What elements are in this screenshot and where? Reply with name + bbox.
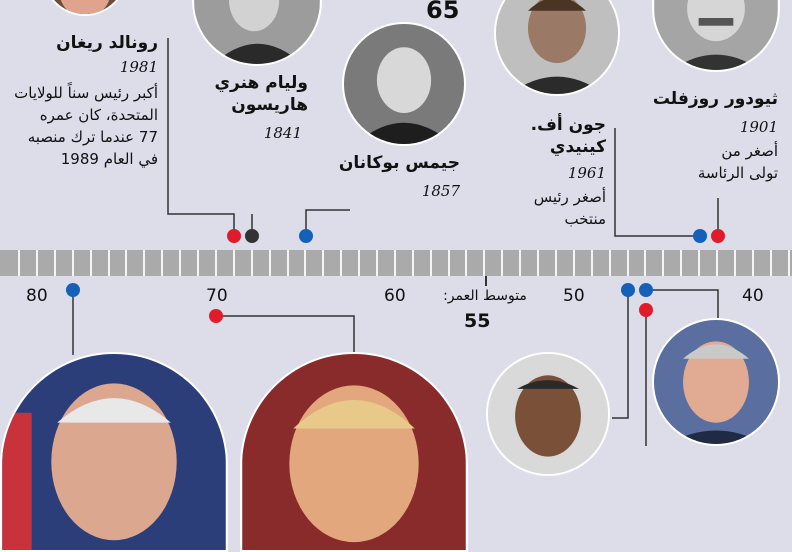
age-axis-bar: [0, 250, 792, 276]
bar-segment-divider: [269, 250, 271, 276]
roosevelt-year: 1901: [739, 118, 778, 136]
harrison-name-1: وليام هنري: [214, 73, 308, 93]
buchanan-photo: [342, 22, 466, 146]
reagan-desc-1: أكبر رئيس سناً للولايات: [14, 84, 158, 102]
average-value: 55: [464, 310, 491, 332]
bar-segment-divider: [662, 250, 664, 276]
harrison-dot: [245, 229, 259, 243]
bar-segment-divider: [591, 250, 593, 276]
bar-segment-divider: [161, 250, 163, 276]
bar-segment-divider: [770, 250, 772, 276]
bar-segment-divider: [54, 250, 56, 276]
kennedy-name-1: جون أف.: [530, 115, 606, 135]
tick-80: 80: [26, 286, 48, 306]
tick-40: 40: [742, 286, 764, 306]
bar-segment-divider: [287, 250, 289, 276]
bar-segment-divider: [251, 250, 253, 276]
bar-segment-divider: [215, 250, 217, 276]
bar-segment-divider: [573, 250, 575, 276]
kennedy-desc-2: منتخب: [564, 210, 607, 228]
reagan-year: 1981: [119, 58, 158, 76]
bar-segment-divider: [448, 250, 450, 276]
bar-segment-divider: [197, 250, 199, 276]
bar-segment-divider: [36, 250, 38, 276]
tick-60: 60: [384, 286, 406, 306]
roosevelt-name: ثيودور روزفلت: [652, 89, 778, 109]
bar-segment-divider: [412, 250, 414, 276]
buchanan-dot: [299, 229, 313, 243]
bar-segment-divider: [125, 250, 127, 276]
buchanan-name: جيمس بوكانان: [338, 153, 460, 173]
connector-lines: [72, 38, 719, 446]
bar-segment-divider: [555, 250, 557, 276]
bar-segment-divider: [609, 250, 611, 276]
bar-segment-divider: [465, 250, 467, 276]
harrison-name-2: هاريسون: [231, 95, 308, 115]
bar-segment-divider: [537, 250, 539, 276]
bar-segment-divider: [322, 250, 324, 276]
clinton-dot: [639, 283, 653, 297]
average-marker-line: [485, 276, 487, 286]
kennedy-name-2: كينيدي: [549, 137, 606, 157]
bar-segment-divider: [358, 250, 360, 276]
bar-segment-divider: [108, 250, 110, 276]
bar-segment-divider: [376, 250, 378, 276]
bar-segment-divider: [519, 250, 521, 276]
kennedy-year: 1961: [567, 164, 606, 182]
roosevelt-desc-2: تولى الرئاسة: [697, 164, 778, 182]
bar-segment-divider: [233, 250, 235, 276]
bar-segment-divider: [752, 250, 754, 276]
reagan-name: رونالد ريغان: [56, 33, 158, 53]
bar-segment-divider: [716, 250, 718, 276]
bar-segment-divider: [501, 250, 503, 276]
bar-segment-divider: [143, 250, 145, 276]
bar-segment-divider: [483, 250, 485, 276]
bar-segment-divider: [18, 250, 20, 276]
reagan-desc-2: المتحدة، كان عمره: [39, 106, 158, 124]
bar-segment-divider: [627, 250, 629, 276]
clinton-photo: [652, 318, 780, 446]
bar-segment-divider: [90, 250, 92, 276]
trump-dot: [209, 309, 223, 323]
bar-segment-divider: [72, 250, 74, 276]
buchanan-year: 1857: [421, 182, 460, 200]
obama-dot: [621, 283, 635, 297]
reagan-dot: [227, 229, 241, 243]
tick-70: 70: [206, 286, 228, 306]
bar-segment-divider: [430, 250, 432, 276]
biden-dot: [66, 283, 80, 297]
bar-segment-divider: [304, 250, 306, 276]
bar-segment-divider: [179, 250, 181, 276]
bar-segment-divider: [788, 250, 790, 276]
kennedy-desc-1: أصغر رئيس: [533, 188, 606, 206]
roosevelt-dot: [711, 229, 725, 243]
bar-segment-divider: [394, 250, 396, 276]
bar-segment-divider: [680, 250, 682, 276]
bush-dot: [639, 303, 653, 317]
bar-segment-divider: [340, 250, 342, 276]
reagan-desc-3: 77 عندما ترك منصبه: [27, 128, 158, 146]
harrison-year: 1841: [263, 124, 302, 142]
tick-50: 50: [563, 286, 585, 306]
bar-segment-divider: [644, 250, 646, 276]
obama-photo: [486, 352, 610, 476]
top-average-value: 65: [426, 0, 460, 24]
average-label: متوسط العمر:: [443, 288, 527, 304]
roosevelt-desc-1: أصغر من: [721, 142, 778, 160]
bar-segment-divider: [698, 250, 700, 276]
reagan-desc-4: في العام 1989: [60, 150, 158, 168]
bar-segment-divider: [734, 250, 736, 276]
kennedy-dot: [693, 229, 707, 243]
